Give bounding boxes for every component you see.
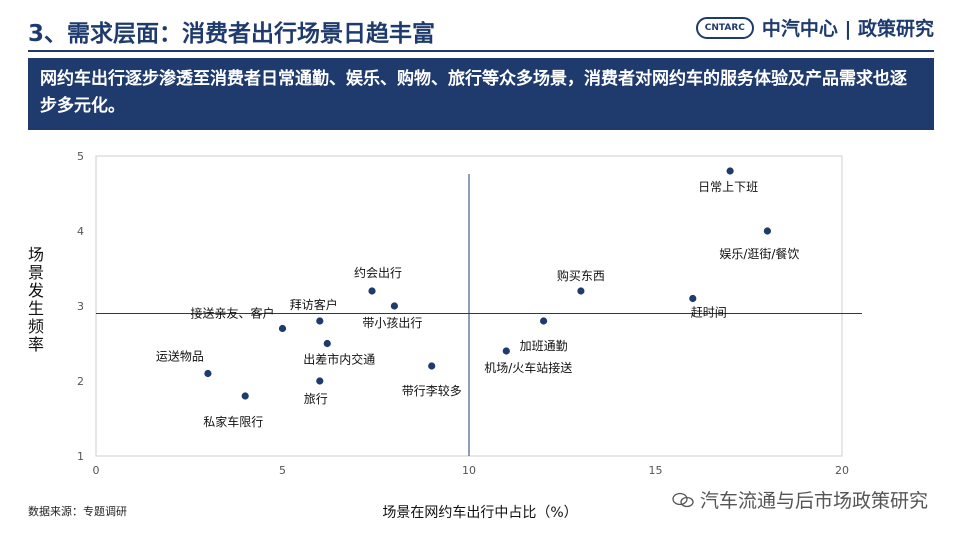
data-point	[323, 339, 331, 348]
point-label: 购买东西	[557, 268, 605, 283]
x-axis-title: 场景在网约车出行中占比（%）	[382, 504, 577, 521]
y-tick-label: 3	[77, 300, 84, 313]
y-tick-label: 5	[77, 150, 84, 163]
point-label: 机场/火车站接送	[484, 360, 572, 375]
point-label: 接送亲友、客户	[190, 306, 274, 321]
point-label: 加班通勤	[520, 339, 568, 353]
point-label: 运送物品	[156, 349, 204, 364]
data-point	[278, 324, 287, 333]
x-tick-label: 20	[835, 464, 849, 477]
point-label: 日常上下班	[698, 180, 758, 194]
data-point	[316, 377, 324, 385]
data-source-note: 数据来源：专题调研	[28, 505, 127, 518]
logo-text: 中汽中心 | 政策研究	[761, 18, 934, 40]
data-point	[763, 227, 772, 235]
point-label: 拜访客户	[290, 297, 338, 312]
data-point	[540, 317, 548, 325]
data-points	[204, 167, 772, 400]
data-point	[689, 294, 697, 303]
y-tick-label: 2	[77, 375, 84, 388]
point-label: 出差市内交通	[303, 352, 375, 367]
data-point	[316, 317, 324, 325]
x-tick-label: 5	[279, 464, 286, 477]
x-tick-label: 0	[93, 464, 100, 477]
data-point	[204, 369, 212, 378]
x-tick-label: 15	[649, 464, 663, 477]
point-label: 私家车限行	[203, 414, 263, 429]
x-tick-label: 10	[462, 464, 476, 477]
data-point	[390, 302, 398, 310]
logo-badge: CNTARC	[695, 16, 754, 39]
data-point	[368, 287, 376, 295]
data-point	[241, 392, 249, 400]
header-divider	[28, 50, 934, 52]
point-label: 带行李较多	[402, 383, 462, 398]
point-label: 赶时间	[691, 306, 727, 320]
point-label: 约会出行	[354, 265, 402, 280]
y-tick-label: 4	[77, 225, 84, 238]
axis-ticks: 0 5 10 15 20 1 2 3 4 5	[77, 150, 849, 477]
y-tick-label: 1	[77, 450, 84, 463]
reference-lines	[96, 174, 862, 456]
page-title: 3、需求层面：消费者出行场景日趋丰富	[28, 21, 436, 47]
data-point	[726, 167, 734, 175]
wechat-icon	[672, 492, 694, 507]
summary-banner: 网约车出行逐步渗透至消费者日常通勤、娱乐、购物、旅行等众多场景，消费者对网约车的…	[28, 58, 934, 130]
point-label: 娱乐/逛街/餐饮	[719, 246, 799, 261]
data-point	[428, 362, 436, 370]
point-label: 旅行	[304, 392, 328, 406]
data-point	[502, 347, 510, 355]
y-axis-title: 场景发生频率	[28, 245, 44, 354]
watermark-text: 汽车流通与后市场政策研究	[699, 490, 928, 512]
wechat-watermark: 汽车流通与后市场政策研究	[672, 486, 928, 513]
brand-logo: CNTARC 中汽中心 | 政策研究	[695, 14, 934, 41]
point-label: 带小孩出行	[362, 316, 422, 330]
data-point	[577, 287, 585, 295]
